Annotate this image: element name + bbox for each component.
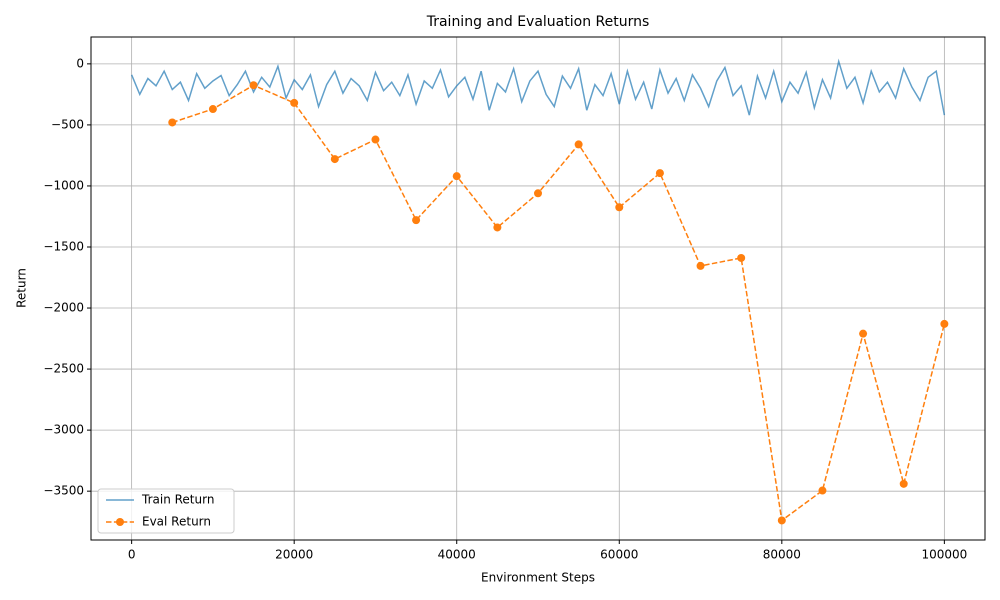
x-tick-label: 20000 xyxy=(275,548,313,562)
data-point xyxy=(940,319,949,328)
data-point xyxy=(696,261,705,270)
data-point xyxy=(290,98,299,107)
plot-frame xyxy=(90,36,986,541)
data-point xyxy=(168,118,177,127)
x-axis-label: Environment Steps xyxy=(481,571,595,585)
data-point xyxy=(655,169,664,178)
y-tick-label: −3000 xyxy=(43,423,84,437)
legend-label: Train Return xyxy=(141,493,214,507)
y-tick-label: −500 xyxy=(51,117,84,131)
y-axis-label: Return xyxy=(15,268,29,308)
x-tick-label: 0 xyxy=(128,548,136,562)
data-point xyxy=(412,216,421,225)
data-point xyxy=(777,516,786,525)
y-tick-label: −1000 xyxy=(43,178,84,192)
x-tick-label: 80000 xyxy=(763,548,801,562)
data-point xyxy=(737,253,746,262)
data-point xyxy=(615,203,624,212)
series-line xyxy=(172,84,946,522)
data-point xyxy=(208,105,217,114)
chart-title: Training and Evaluation Returns xyxy=(426,14,650,30)
data-point xyxy=(371,135,380,144)
x-tick-label: 60000 xyxy=(600,548,638,562)
y-tick-label: −2500 xyxy=(43,362,84,376)
data-point xyxy=(859,329,868,338)
data-point xyxy=(534,189,542,198)
y-tick-label: −1500 xyxy=(43,239,84,253)
data-point xyxy=(330,155,339,164)
y-tick-label: −2000 xyxy=(43,301,84,315)
x-tick-label: 40000 xyxy=(438,548,476,562)
y-tick-label: −3500 xyxy=(43,484,84,498)
y-tick-label: 0 xyxy=(76,56,84,70)
data-point xyxy=(249,81,258,90)
series-line xyxy=(130,58,946,116)
data-point xyxy=(493,223,502,232)
legend-label: Eval Return xyxy=(142,515,211,529)
data-point xyxy=(818,486,827,495)
data-point xyxy=(452,172,461,181)
x-tick-label: 100000 xyxy=(921,548,967,562)
legend-marker xyxy=(116,518,124,526)
data-point xyxy=(574,140,583,149)
data-point xyxy=(899,479,908,488)
